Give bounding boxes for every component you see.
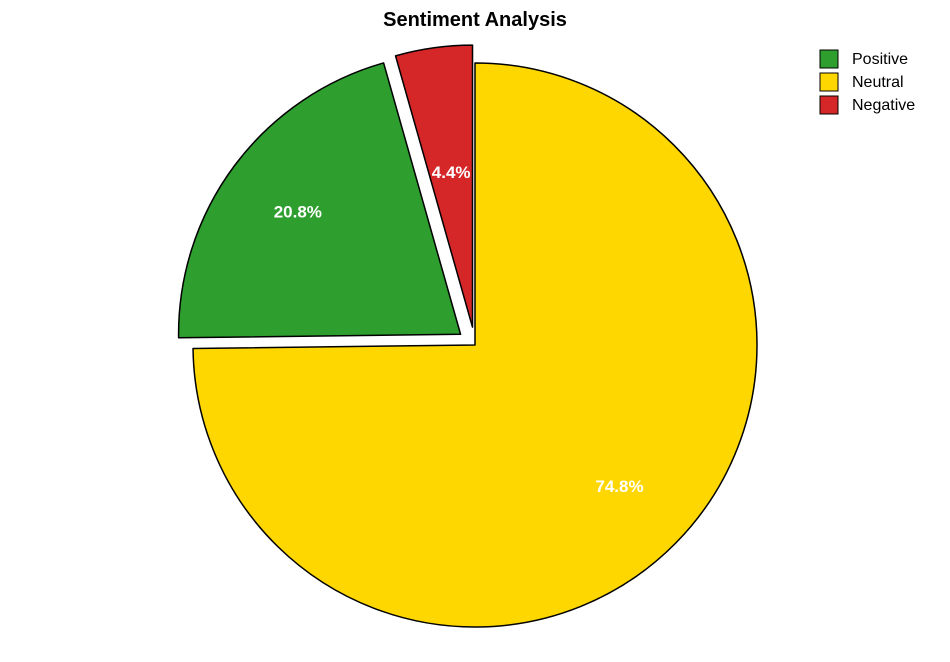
legend-label-negative: Negative bbox=[852, 97, 915, 114]
legend-swatch-negative bbox=[820, 96, 838, 114]
legend-item-positive: Positive bbox=[820, 50, 908, 68]
legend-label-neutral: Neutral bbox=[852, 74, 904, 91]
pie-slices bbox=[179, 45, 757, 627]
slice-label-neutral: 74.8% bbox=[595, 477, 643, 496]
legend: Positive Neutral Negative bbox=[820, 50, 915, 114]
legend-label-positive: Positive bbox=[852, 51, 908, 68]
legend-swatch-positive bbox=[820, 50, 838, 68]
legend-swatch-neutral bbox=[820, 73, 838, 91]
sentiment-pie-chart: Sentiment Analysis 74.8% 20.8% 4.4% Positive… bbox=[0, 0, 950, 662]
chart-title: Sentiment Analysis bbox=[383, 9, 567, 31]
legend-item-neutral: Neutral bbox=[820, 73, 904, 91]
slice-label-negative: 4.4% bbox=[432, 163, 471, 182]
legend-item-negative: Negative bbox=[820, 96, 915, 114]
slice-label-positive: 20.8% bbox=[274, 202, 322, 221]
